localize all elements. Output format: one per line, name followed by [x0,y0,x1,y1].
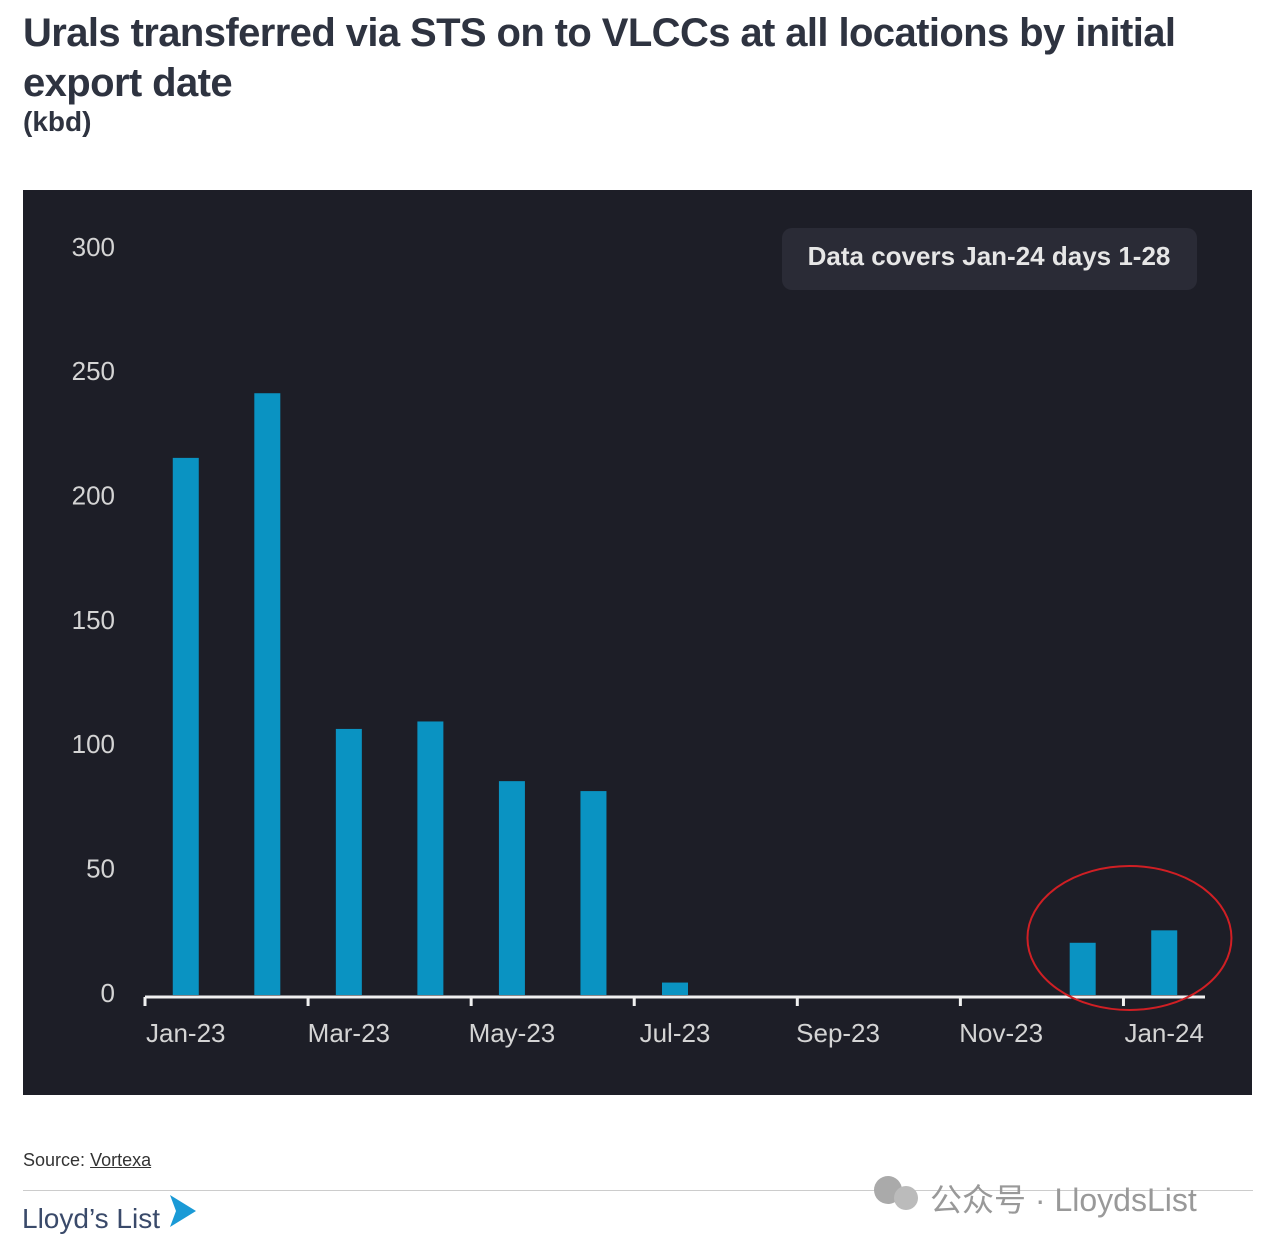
watermark: 公众号 · LloydsList [930,1182,1197,1218]
chart-panel [23,190,1252,1095]
x-tick-label: Jul-23 [640,1018,711,1048]
annotation-box [782,228,1197,290]
y-tick-label: 50 [86,854,115,884]
bar [254,393,281,995]
annotation: Data covers Jan-24 days 1-28 [808,241,1171,271]
x-tick-label: Nov-23 [959,1018,1043,1048]
x-tick-label: May-23 [469,1018,556,1048]
brand: Lloyd’s List [22,1203,161,1234]
bar [417,721,444,995]
y-tick-label: 250 [72,356,115,386]
chart-subtitle: (kbd) [23,106,92,137]
x-tick-label: Sep-23 [796,1018,880,1048]
bar [1069,942,1096,995]
y-tick-label: 200 [72,481,115,511]
bar [172,457,199,995]
y-tick-label: 0 [101,978,115,1008]
y-tick-label: 100 [72,729,115,759]
bar [580,791,607,995]
x-tick-label: Jan-24 [1124,1018,1204,1048]
source-label: Source: [23,1150,86,1170]
bar [498,781,525,995]
y-tick-label: 150 [72,605,115,635]
bar [335,728,362,995]
x-tick-label: Jan-23 [146,1018,226,1048]
source: Source: Vortexa [23,1150,151,1171]
source-link[interactable]: Vortexa [90,1150,152,1170]
highlight-circle [1026,865,1233,1011]
y-tick-label: 300 [72,232,115,262]
bar [1151,930,1178,995]
x-tick-label: Mar-23 [308,1018,390,1048]
bar [662,982,688,995]
divider [23,1190,1253,1191]
chart-title: Urals transferred via STS on to VLCCs at… [23,11,1176,105]
